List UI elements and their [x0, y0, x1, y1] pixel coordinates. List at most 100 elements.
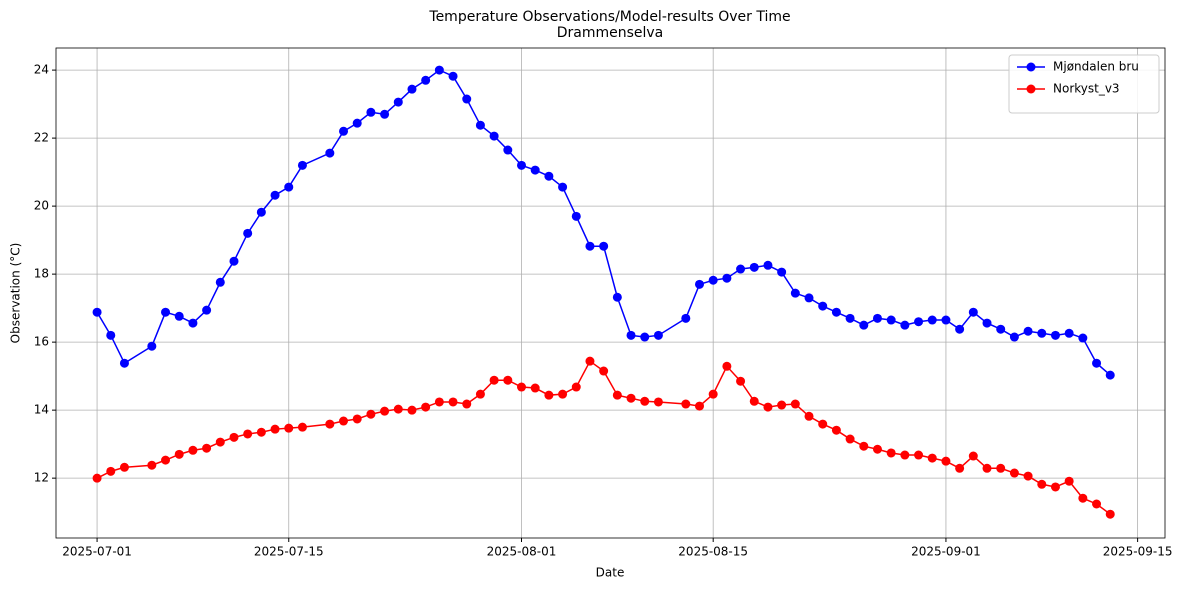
y-tick-label: 14: [34, 403, 49, 417]
data-point: [900, 320, 910, 330]
chart-subtitle: Drammenselva: [557, 25, 664, 41]
data-point: [393, 404, 403, 414]
legend-label: Norkyst_v3: [1053, 82, 1120, 96]
data-point: [571, 211, 581, 221]
data-point: [1023, 326, 1033, 336]
data-point: [489, 131, 499, 141]
data-point: [544, 390, 554, 400]
data-point: [229, 256, 239, 266]
data-point: [475, 389, 485, 399]
data-point: [968, 307, 978, 317]
data-point: [503, 145, 513, 155]
data-point: [380, 406, 390, 416]
data-point: [434, 65, 444, 75]
data-point: [229, 432, 239, 442]
data-point: [694, 279, 704, 289]
data-point: [407, 405, 417, 415]
data-point: [872, 444, 882, 454]
data-point: [804, 411, 814, 421]
data-point: [352, 118, 362, 128]
data-point: [462, 94, 472, 104]
data-point: [517, 160, 527, 170]
data-point: [1105, 370, 1115, 380]
data-point: [626, 393, 636, 403]
data-point: [1092, 499, 1102, 509]
data-point: [777, 267, 787, 277]
data-point: [927, 453, 937, 463]
data-point: [243, 429, 253, 439]
data-point: [996, 463, 1006, 473]
data-point: [421, 402, 431, 412]
data-point: [147, 341, 157, 351]
data-point: [188, 318, 198, 328]
data-point: [380, 109, 390, 119]
x-tick-label: 2025-08-15: [678, 545, 748, 559]
data-point: [790, 288, 800, 298]
data-point: [1078, 493, 1088, 503]
data-point: [653, 397, 663, 407]
x-tick-label: 2025-08-01: [487, 545, 557, 559]
data-point: [859, 441, 869, 451]
data-point: [790, 399, 800, 409]
data-point: [256, 427, 266, 437]
data-point: [653, 330, 663, 340]
data-point: [147, 460, 157, 470]
data-point: [1037, 479, 1047, 489]
data-point: [708, 389, 718, 399]
data-point: [366, 107, 376, 117]
data-point: [339, 416, 349, 426]
y-tick-label: 18: [34, 267, 49, 281]
data-point: [612, 390, 622, 400]
data-point: [174, 449, 184, 459]
data-point: [119, 462, 129, 472]
data-point: [818, 301, 828, 311]
data-point: [1105, 509, 1115, 519]
data-point: [1037, 328, 1047, 338]
data-point: [599, 366, 609, 376]
data-point: [941, 315, 951, 325]
data-point: [845, 434, 855, 444]
data-point: [914, 450, 924, 460]
data-point: [968, 451, 978, 461]
legend-marker: [1026, 62, 1036, 72]
data-point: [900, 450, 910, 460]
data-point: [955, 463, 965, 473]
data-point: [270, 424, 280, 434]
data-point: [681, 313, 691, 323]
data-point: [174, 311, 184, 321]
data-point: [558, 182, 568, 192]
data-point: [256, 207, 266, 217]
data-point: [325, 148, 335, 158]
data-point: [544, 171, 554, 181]
data-point: [243, 228, 253, 238]
data-point: [434, 397, 444, 407]
data-point: [694, 401, 704, 411]
data-point: [119, 358, 129, 368]
data-point: [927, 315, 937, 325]
data-point: [859, 320, 869, 330]
plot-frame: [55, 47, 1166, 539]
data-point: [1009, 468, 1019, 478]
data-point: [106, 330, 116, 340]
data-point: [202, 443, 212, 453]
data-point: [339, 126, 349, 136]
data-point: [270, 190, 280, 200]
legend: Mjøndalen bru Norkyst_v3: [1008, 54, 1160, 114]
data-point: [448, 397, 458, 407]
data-point: [1050, 482, 1060, 492]
data-point: [475, 120, 485, 130]
data-point: [407, 84, 417, 94]
legend-box: [1008, 54, 1160, 114]
y-tick-label: 12: [34, 471, 49, 485]
data-point: [612, 292, 622, 302]
data-point: [106, 466, 116, 476]
data-point: [161, 455, 171, 465]
x-tick-label: 2025-07-01: [62, 545, 132, 559]
y-tick-label: 24: [34, 63, 49, 77]
data-point: [722, 361, 732, 371]
data-point: [462, 399, 472, 409]
data-point: [982, 463, 992, 473]
data-point: [530, 165, 540, 175]
data-point: [1009, 332, 1019, 342]
